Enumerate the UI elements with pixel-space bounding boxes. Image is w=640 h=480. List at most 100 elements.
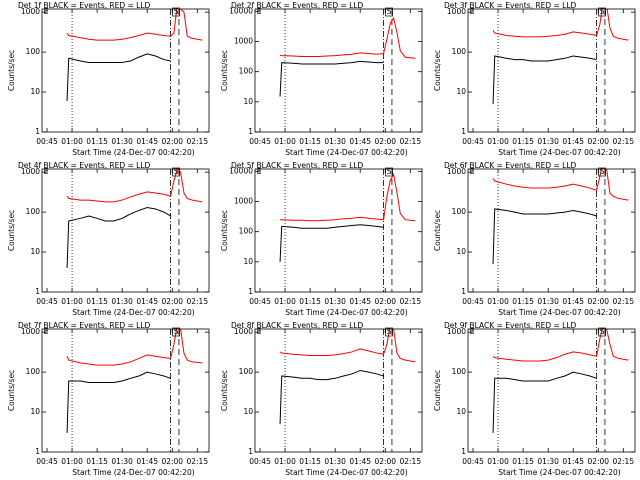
chart-title: Det 7f BLACK = Events, RED = LLD [18, 321, 151, 330]
x-tick-label: 00:45 [36, 137, 58, 146]
y-tick-label: 1 [35, 127, 40, 136]
x-tick-label: 01:45 [349, 297, 371, 306]
annotation: E [44, 167, 49, 176]
y-tick-label: 100 [452, 47, 467, 56]
y-axis-label: Counts/sec [220, 210, 229, 251]
panel: Det 2f BLACK = Events, RED = LLD Start Ti… [220, 1, 423, 157]
x-tick-label: 01:30 [324, 457, 346, 466]
y-axis-label: Counts/sec [433, 370, 442, 411]
panel: Det 4f BLACK = Events, RED = LLD Start Ti… [7, 161, 210, 317]
chart-title: Det 3f BLACK = Events, RED = LLD [444, 1, 577, 10]
y-tick-label: 1 [248, 287, 253, 296]
x-tick-label: 01:15 [86, 137, 108, 146]
annotation: S [387, 327, 392, 336]
series-line [66, 207, 171, 268]
x-tick-label: 01:45 [349, 137, 371, 146]
y-tick-label: 100 [452, 207, 467, 216]
y-tick-label: 10 [243, 97, 253, 106]
x-tick-label: 02:00 [161, 457, 183, 466]
y-axis-label: Counts/sec [433, 50, 442, 91]
x-tick-label: 01:30 [111, 297, 133, 306]
series-line [66, 329, 203, 366]
x-tick-label: 01:30 [111, 137, 133, 146]
series-line [492, 208, 597, 265]
annotation: E [257, 327, 262, 336]
x-tick-label: 01:15 [86, 457, 108, 466]
y-axis-label: Counts/sec [220, 370, 229, 411]
x-tick-label: 01:30 [537, 137, 559, 146]
chart-title: Det 2f BLACK = Events, RED = LLD [231, 1, 364, 10]
annotation: E [470, 327, 475, 336]
y-tick-label: 1000 [21, 7, 40, 16]
x-tick-label: 00:45 [249, 137, 271, 146]
annotation: S [600, 167, 605, 176]
x-tick-label: 01:45 [136, 457, 158, 466]
plot-frame [254, 328, 423, 453]
y-axis-label: Counts/sec [7, 50, 16, 91]
x-tick-label: 02:00 [374, 457, 396, 466]
x-tick-label: 02:00 [161, 297, 183, 306]
plot-frame [41, 8, 210, 133]
x-tick-label: 02:15 [186, 457, 208, 466]
x-tick-label: 02:00 [587, 297, 609, 306]
x-axis-label: Start Time (24-Dec-07 00:42:20) [285, 148, 407, 157]
x-tick-label: 02:15 [612, 457, 634, 466]
y-tick-label: 100 [239, 227, 254, 236]
x-tick-label: 00:45 [462, 137, 484, 146]
series-line [279, 16, 416, 59]
y-tick-label: 1000 [234, 197, 253, 206]
y-tick-label: 1 [461, 287, 466, 296]
x-tick-label: 00:45 [36, 297, 58, 306]
y-tick-label: 1000 [234, 37, 253, 46]
annotation-box [172, 167, 180, 177]
x-tick-label: 01:15 [512, 137, 534, 146]
annotation-box [385, 167, 393, 177]
x-tick-label: 02:15 [186, 137, 208, 146]
y-tick-label: 10 [243, 407, 253, 416]
x-axis-label: Start Time (24-Dec-07 00:42:20) [285, 308, 407, 317]
y-tick-label: 1 [35, 447, 40, 456]
y-tick-label: 10 [243, 257, 253, 266]
y-tick-label: 10000 [229, 166, 253, 175]
series-line [492, 55, 597, 105]
y-tick-label: 1000 [447, 167, 466, 176]
series-line [279, 369, 384, 425]
y-tick-label: 1 [461, 447, 466, 456]
x-tick-label: 01:45 [562, 137, 584, 146]
y-tick-label: 1 [248, 447, 253, 456]
annotation: E [470, 167, 475, 176]
annotation-box [172, 7, 180, 17]
y-tick-label: 10 [456, 407, 466, 416]
x-tick-label: 02:00 [587, 457, 609, 466]
x-tick-label: 02:15 [612, 137, 634, 146]
x-tick-label: 00:45 [249, 297, 271, 306]
x-tick-label: 01:30 [537, 297, 559, 306]
series-line [492, 169, 629, 201]
x-tick-label: 02:00 [161, 137, 183, 146]
x-tick-label: 01:00 [61, 137, 83, 146]
x-tick-label: 01:45 [562, 457, 584, 466]
x-axis-label: Start Time (24-Dec-07 00:42:20) [72, 308, 194, 317]
x-tick-label: 02:15 [399, 137, 421, 146]
x-tick-label: 00:45 [36, 457, 58, 466]
y-axis-label: Counts/sec [433, 210, 442, 251]
x-axis-label: Start Time (24-Dec-07 00:42:20) [72, 468, 194, 477]
annotation: S [600, 327, 605, 336]
y-tick-label: 100 [26, 207, 41, 216]
x-tick-label: 01:00 [487, 137, 509, 146]
y-tick-label: 100 [26, 367, 41, 376]
x-tick-label: 01:00 [274, 457, 296, 466]
x-tick-label: 00:45 [462, 457, 484, 466]
series-line [66, 53, 171, 101]
series-line [66, 169, 203, 203]
y-tick-label: 1 [248, 127, 253, 136]
x-tick-label: 01:15 [86, 297, 108, 306]
plot-frame [254, 8, 423, 133]
chart-title: Det 5f BLACK = Events, RED = LLD [231, 161, 364, 170]
panel: Det 3f BLACK = Events, RED = LLD Start Ti… [433, 1, 636, 157]
y-tick-label: 10 [30, 247, 40, 256]
x-tick-label: 01:15 [512, 297, 534, 306]
x-tick-label: 01:45 [349, 457, 371, 466]
annotation: S [174, 327, 179, 336]
